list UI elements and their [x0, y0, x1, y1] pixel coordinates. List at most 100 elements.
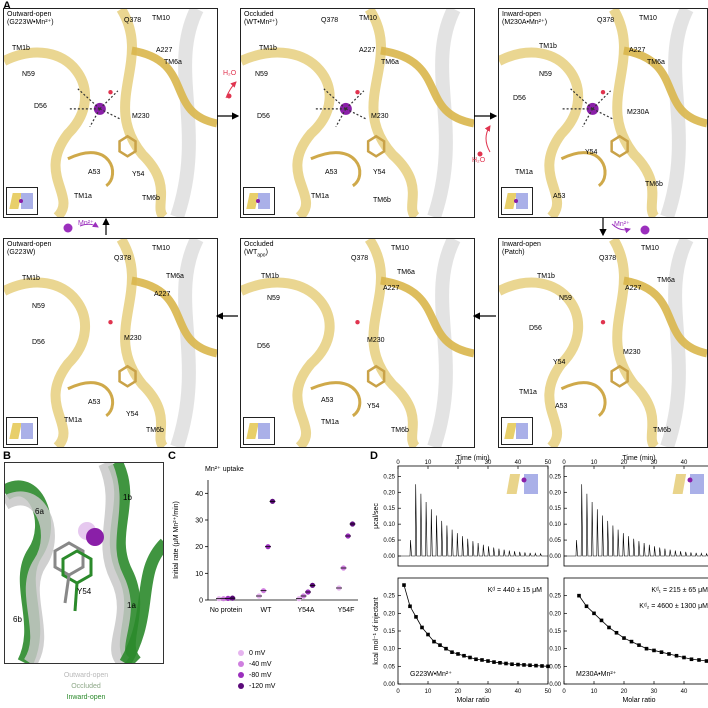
- xtick-label: 40: [681, 689, 688, 695]
- residue-label: A227: [383, 285, 400, 292]
- water-dot-in: [477, 151, 483, 157]
- panel-letter-a: A: [3, 0, 11, 12]
- residue-label: D56: [34, 103, 47, 110]
- residue-label: D56: [257, 113, 270, 120]
- transition-arrows: [63, 81, 650, 320]
- structure-ribbons: [499, 9, 707, 217]
- legend-swatch: [238, 683, 244, 690]
- residue-label: A227: [359, 47, 376, 54]
- state-panel-s4: Outward-open (G223W) TM10 Q378 TM6a TM1b A227…: [3, 238, 218, 448]
- legend-swatch: [238, 672, 244, 679]
- voltage-legend-entry: -80 mV: [238, 672, 272, 679]
- residue-label: Y54: [132, 171, 145, 178]
- ytick-label: 0.10: [549, 522, 561, 528]
- arrow-mn-in: [79, 221, 99, 228]
- residue-label: TM6a: [164, 59, 182, 66]
- thermogram-trace: [564, 484, 708, 557]
- residue-label: TM10: [152, 15, 170, 22]
- time-tick-label: 50: [545, 460, 552, 466]
- time-tick-label: 30: [485, 460, 492, 466]
- inset-blue: [524, 474, 538, 494]
- ytick-label: 0.05: [383, 664, 395, 670]
- legend-swatch: [238, 650, 244, 657]
- residue-label: TM1b: [537, 273, 555, 280]
- fit-curve: [578, 595, 708, 662]
- state-title: Occluded (WT•Mn²⁺): [244, 11, 278, 27]
- time-tick-label: 20: [455, 460, 462, 466]
- state-title-text: Outward-open (G223W•Mn²⁺): [7, 11, 54, 26]
- residue-label: TM6a: [381, 59, 399, 66]
- panel-d-itc: Time (min) 0 10 20 30 40 50 0.00 0.05 0.10 0.15 0.2…: [373, 455, 708, 704]
- residue-label: A227: [156, 47, 173, 54]
- residue-label: A53: [325, 169, 338, 176]
- residue-label: Q378: [321, 17, 339, 24]
- residue-label: D56: [513, 95, 526, 102]
- panel-c-chart: 0 10 20 30 40 Initial rate (μM Mn²⁺/min) No pr…: [173, 480, 358, 614]
- top-x-label: Time (min): [622, 455, 655, 462]
- x-category-label: No protein: [210, 607, 242, 614]
- state-title-text: Inward-open (Patch): [502, 241, 541, 256]
- y-axis-label: Initial rate (μM Mn²⁺/min): [173, 501, 180, 579]
- residue-label: N59: [559, 295, 572, 302]
- time-tick-label: 40: [515, 460, 522, 466]
- residue-label: A53: [321, 397, 334, 404]
- state-title-text: Occluded (WT: [244, 241, 274, 256]
- ytick-label: 0.15: [383, 629, 395, 635]
- state-title-sub: apo: [257, 252, 266, 259]
- time-tick-label: 0: [562, 460, 566, 466]
- xtick-label: 20: [455, 689, 462, 695]
- structure-ribbons: [499, 239, 707, 447]
- state-title-text: Inward-open (M230A•Mn²⁺): [502, 11, 548, 26]
- residue-label: Y54: [553, 359, 566, 366]
- residue-label: TM1b: [261, 273, 279, 280]
- residue-label: A227: [629, 47, 646, 54]
- ytick-label: 0.05: [549, 664, 561, 670]
- y-tick-label: 0: [199, 598, 203, 605]
- state-panel-s3: Inward-open (M230A•Mn²⁺) Q378 TM10 TM1b A227…: [498, 8, 708, 218]
- legend-entry: Outward-open: [63, 672, 109, 679]
- residue-label: Q378: [599, 255, 617, 262]
- residue-label: TM6a: [657, 277, 675, 284]
- voltage-legend-entry: -120 mV: [238, 683, 275, 690]
- inset-ion: [687, 477, 693, 483]
- ytick-label: 0.00: [549, 554, 561, 560]
- xtick-label: 20: [621, 689, 628, 695]
- ytick-label: 0.00: [549, 682, 561, 688]
- ytick-label: 0.25: [383, 474, 395, 480]
- residue-label: A53: [555, 403, 568, 410]
- residue-label: N59: [22, 71, 35, 78]
- residue-label: A53: [553, 193, 566, 200]
- ytick-label: 0.05: [383, 538, 395, 544]
- ytick-label: 0.05: [549, 538, 561, 544]
- ytick-label: 0.20: [383, 490, 395, 496]
- helix-label-6b: 6b: [13, 615, 22, 624]
- panel-letter-c: C: [168, 450, 176, 462]
- residue-label: TM1a: [64, 417, 82, 424]
- thermogram-ylabel: μcal/sec: [373, 503, 380, 529]
- residue-label: TM6a: [166, 273, 184, 280]
- residue-label: Q378: [124, 17, 142, 24]
- mn-ion-in: [63, 223, 73, 233]
- residue-label: M230: [124, 335, 142, 342]
- time-tick-label: 10: [591, 460, 598, 466]
- h2o-out-label: H₂O: [223, 70, 237, 77]
- residue-label: TM1b: [539, 43, 557, 50]
- residue-label: Q378: [597, 17, 615, 24]
- isotherm-point: [546, 664, 550, 669]
- residue-label: Q378: [351, 255, 369, 262]
- residue-label: Y54: [585, 149, 598, 156]
- state-title: Outward-open (G223W•Mn²⁺): [7, 11, 54, 27]
- residue-label: TM6a: [397, 269, 415, 276]
- residue-label: Y54: [367, 403, 380, 410]
- x-category-label: Y54A: [297, 607, 314, 614]
- arrow-mn-out: [611, 223, 631, 234]
- x-axis-label: Molar ratio: [622, 697, 655, 704]
- state-title-end: ): [265, 249, 268, 256]
- residue-label: TM6b: [373, 197, 391, 204]
- panel-letter-b: B: [3, 450, 11, 462]
- thermogram-frame: [563, 465, 708, 567]
- residue-label: A53: [88, 399, 101, 406]
- transporter-state-inset: [243, 417, 275, 445]
- inset-ion: [521, 477, 527, 483]
- xtick-label: 0: [562, 689, 566, 695]
